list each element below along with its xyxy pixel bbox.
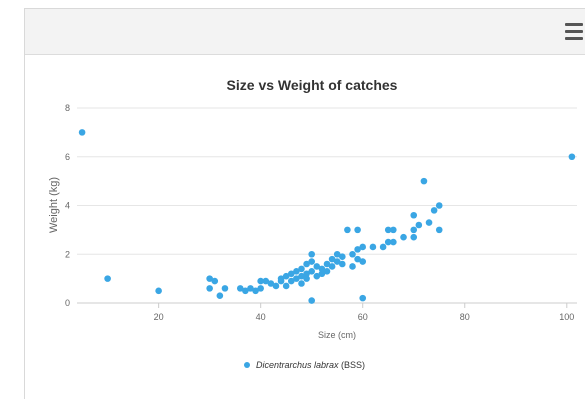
data-point[interactable] bbox=[415, 221, 423, 229]
y-axis-label: Weight (kg) bbox=[48, 177, 60, 233]
data-point[interactable] bbox=[359, 258, 367, 265]
legend-code: (BSS) bbox=[339, 360, 366, 370]
y-tick-label: 2 bbox=[65, 249, 70, 259]
data-point[interactable] bbox=[298, 280, 305, 287]
data-point[interactable] bbox=[236, 285, 244, 292]
data-point[interactable] bbox=[298, 272, 305, 280]
data-point[interactable] bbox=[354, 255, 361, 263]
x-tick-label: 100 bbox=[559, 312, 574, 322]
y-tick-label: 6 bbox=[65, 152, 70, 162]
data-point[interactable] bbox=[430, 207, 438, 214]
data-point[interactable] bbox=[242, 287, 249, 295]
data-point[interactable] bbox=[390, 226, 397, 234]
data-point[interactable] bbox=[333, 250, 341, 258]
data-point[interactable] bbox=[420, 177, 428, 185]
data-point[interactable] bbox=[323, 268, 331, 275]
data-point[interactable] bbox=[293, 275, 300, 282]
data-point[interactable] bbox=[379, 243, 387, 251]
data-point[interactable] bbox=[369, 243, 377, 251]
data-point[interactable] bbox=[216, 292, 224, 299]
data-point[interactable] bbox=[349, 250, 356, 258]
data-point[interactable] bbox=[435, 226, 443, 234]
data-point[interactable] bbox=[282, 272, 290, 280]
data-point[interactable] bbox=[333, 258, 341, 265]
data-points bbox=[78, 129, 576, 304]
chart-panel bbox=[24, 8, 585, 399]
x-tick-label: 20 bbox=[154, 312, 164, 322]
x-tick-labels: 20 40 60 80 100 bbox=[154, 303, 574, 322]
data-point[interactable] bbox=[282, 282, 290, 290]
data-point[interactable] bbox=[308, 268, 315, 275]
data-point[interactable] bbox=[206, 285, 213, 292]
legend-marker bbox=[244, 362, 250, 368]
data-point[interactable] bbox=[272, 282, 280, 290]
y-tick-label: 8 bbox=[65, 103, 70, 113]
data-point[interactable] bbox=[104, 275, 111, 282]
data-point[interactable] bbox=[78, 129, 86, 136]
y-tick-label: 4 bbox=[65, 201, 70, 211]
data-point[interactable] bbox=[247, 285, 254, 292]
data-point[interactable] bbox=[410, 226, 418, 234]
data-point[interactable] bbox=[303, 275, 310, 282]
x-axis-label: Size (cm) bbox=[318, 330, 356, 340]
data-point[interactable] bbox=[339, 253, 346, 260]
data-point[interactable] bbox=[328, 263, 336, 270]
data-point[interactable] bbox=[221, 285, 229, 292]
data-point[interactable] bbox=[568, 153, 576, 161]
data-point[interactable] bbox=[277, 275, 285, 282]
data-point[interactable] bbox=[303, 260, 310, 268]
data-point[interactable] bbox=[339, 260, 346, 268]
data-point[interactable] bbox=[287, 270, 295, 278]
data-point[interactable] bbox=[359, 243, 367, 251]
data-point[interactable] bbox=[318, 270, 326, 278]
data-point[interactable] bbox=[308, 250, 315, 258]
legend[interactable]: Dicentrarchus labrax (BSS) bbox=[244, 360, 365, 370]
data-point[interactable] bbox=[252, 287, 259, 295]
data-point[interactable] bbox=[384, 226, 392, 234]
chart-title: Size vs Weight of catches bbox=[227, 77, 398, 93]
data-point[interactable] bbox=[354, 246, 361, 253]
data-point[interactable] bbox=[323, 260, 331, 268]
data-point[interactable] bbox=[211, 277, 219, 285]
panel-header bbox=[25, 9, 585, 55]
data-point[interactable] bbox=[349, 263, 356, 270]
data-point[interactable] bbox=[287, 277, 295, 285]
data-point[interactable] bbox=[303, 270, 310, 278]
data-point[interactable] bbox=[410, 211, 418, 219]
legend-label[interactable]: Dicentrarchus labrax (BSS) bbox=[256, 360, 365, 370]
data-point[interactable] bbox=[384, 238, 392, 246]
data-point[interactable] bbox=[257, 277, 264, 285]
data-point[interactable] bbox=[313, 263, 321, 270]
data-point[interactable] bbox=[293, 268, 300, 275]
data-point[interactable] bbox=[313, 272, 321, 280]
data-point[interactable] bbox=[318, 265, 326, 273]
data-point[interactable] bbox=[308, 297, 315, 304]
data-point[interactable] bbox=[425, 219, 433, 226]
data-point[interactable] bbox=[262, 277, 270, 285]
data-point[interactable] bbox=[206, 275, 213, 282]
legend-species: Dicentrarchus labrax bbox=[256, 360, 339, 370]
grid-lines bbox=[77, 107, 577, 255]
x-tick-label: 60 bbox=[358, 312, 368, 322]
x-tick-label: 80 bbox=[460, 312, 470, 322]
y-tick-labels: 0 2 4 6 8 bbox=[65, 103, 70, 308]
data-point[interactable] bbox=[390, 238, 397, 246]
data-point[interactable] bbox=[354, 226, 361, 234]
data-point[interactable] bbox=[298, 265, 305, 273]
data-point[interactable] bbox=[155, 287, 162, 295]
data-point[interactable] bbox=[257, 285, 264, 292]
x-tick-label: 40 bbox=[256, 312, 266, 322]
data-point[interactable] bbox=[308, 258, 315, 265]
data-point[interactable] bbox=[359, 294, 367, 302]
y-tick-label: 0 bbox=[65, 298, 70, 308]
data-point[interactable] bbox=[435, 202, 443, 209]
data-point[interactable] bbox=[344, 226, 351, 234]
data-point[interactable] bbox=[400, 233, 407, 241]
data-point[interactable] bbox=[410, 233, 418, 241]
data-point[interactable] bbox=[267, 280, 275, 287]
hamburger-menu-icon[interactable] bbox=[565, 23, 583, 41]
data-point[interactable] bbox=[328, 255, 336, 263]
